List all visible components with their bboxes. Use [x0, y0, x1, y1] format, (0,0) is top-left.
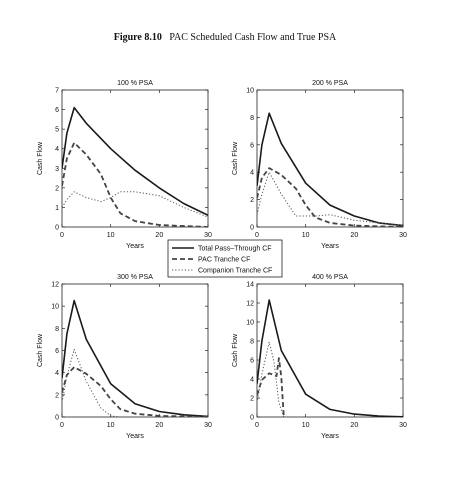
- chart-panel-3: 0 10 20 30 0 2 4 6 8 10 12 300 % PSA Years Cash Flow: [37, 274, 212, 440]
- x-tick-label: 10: [107, 422, 115, 429]
- x-tick-label: 30: [399, 232, 407, 239]
- series-line-dashed: [257, 357, 285, 417]
- plot-area: [61, 89, 209, 228]
- x-tick-label: 10: [302, 422, 310, 429]
- series-line-solid: [62, 299, 208, 417]
- chart-title: 100 % PSA: [117, 80, 153, 87]
- series-line-dotted: [257, 171, 403, 227]
- y-tick-label: 1: [55, 205, 59, 212]
- series-line-dashed: [62, 366, 208, 417]
- y-tick-label: 12: [246, 301, 254, 308]
- y-tick-label: 2: [250, 396, 254, 403]
- x-tick-label: 0: [255, 422, 259, 429]
- y-axis-label: Cash Flow: [232, 333, 239, 367]
- y-tick-label: 10: [246, 320, 254, 327]
- x-tick-label: 0: [60, 422, 64, 429]
- series-line-solid: [257, 112, 403, 227]
- y-tick-label: 6: [250, 358, 254, 365]
- y-tick-label: 10: [246, 88, 254, 95]
- x-tick-label: 30: [204, 232, 212, 239]
- plot-area: [61, 283, 209, 418]
- series-line-dotted: [62, 348, 121, 417]
- x-axis-label: Years: [321, 243, 339, 250]
- x-tick-label: 10: [107, 232, 115, 239]
- chart-panel-1: 0 10 20 30 0 1 2 3 4 5 6 7 100 % PSA Years Cash Flow: [37, 80, 212, 250]
- y-tick-label: 0: [250, 225, 254, 232]
- series-line-dotted: [62, 191, 208, 218]
- series-line-dashed: [62, 141, 208, 227]
- x-tick-label: 20: [350, 232, 358, 239]
- figure-caption: PAC Scheduled Cash Flow and True PSA: [169, 32, 337, 43]
- x-axis-label: Years: [126, 243, 144, 250]
- chart-panel-2: 0 10 20 30 0 2 4 6 8 10 200 % PSA Years Cash Flow: [232, 80, 407, 250]
- y-axis-label: Cash Flow: [37, 141, 44, 175]
- chart-title: 300 % PSA: [117, 274, 153, 281]
- x-tick-label: 0: [60, 232, 64, 239]
- y-tick-label: 10: [51, 304, 59, 311]
- y-tick-label: 4: [250, 377, 254, 384]
- figure-title: Figure 8.10 PAC Scheduled Cash Flow and …: [0, 32, 450, 43]
- x-tick-label: 20: [350, 422, 358, 429]
- y-tick-label: 0: [250, 415, 254, 422]
- plot-area: [256, 89, 404, 228]
- y-tick-label: 2: [55, 392, 59, 399]
- x-axis-label: Years: [321, 433, 339, 440]
- y-tick-label: 4: [55, 146, 59, 153]
- legend: Total Pass–Through CF PAC Tranche CF Compa…: [167, 239, 283, 278]
- y-tick-label: 4: [250, 170, 254, 177]
- series-line-solid: [62, 106, 208, 217]
- x-tick-label: 0: [255, 232, 259, 239]
- y-tick-label: 7: [55, 88, 59, 95]
- y-tick-label: 4: [55, 370, 59, 377]
- y-tick-label: 6: [55, 348, 59, 355]
- x-tick-label: 30: [399, 422, 407, 429]
- figure-number: Figure 8.10: [113, 32, 162, 43]
- y-tick-label: 2: [55, 185, 59, 192]
- y-tick-label: 8: [250, 115, 254, 122]
- y-axis-label: Cash Flow: [232, 141, 239, 175]
- series-line-dashed: [257, 167, 403, 227]
- y-tick-label: 12: [51, 282, 59, 289]
- series-line-solid: [257, 299, 403, 417]
- y-axis-label: Cash Flow: [37, 333, 44, 367]
- legend-label: PAC Tranche CF: [198, 257, 250, 264]
- y-tick-label: 5: [55, 127, 59, 134]
- legend-label: Companion Tranche CF: [198, 268, 272, 275]
- y-tick-label: 6: [250, 142, 254, 149]
- y-tick-label: 2: [250, 197, 254, 204]
- x-axis-label: Years: [126, 433, 144, 440]
- chart-title: 200 % PSA: [312, 80, 348, 87]
- x-tick-label: 30: [204, 422, 212, 429]
- x-tick-label: 10: [302, 232, 310, 239]
- y-tick-label: 0: [55, 225, 59, 232]
- y-tick-label: 8: [55, 326, 59, 333]
- x-tick-label: 20: [155, 422, 163, 429]
- x-tick-label: 20: [155, 232, 163, 239]
- plot-area: [256, 283, 404, 418]
- y-tick-label: 0: [55, 415, 59, 422]
- chart-panel-4: 0 10 20 30 0 2 4 6 8 10 12 14 400 % PSA Years Cash Flo…: [232, 274, 407, 440]
- y-tick-label: 6: [55, 107, 59, 114]
- y-tick-label: 14: [246, 282, 254, 289]
- y-tick-label: 8: [250, 339, 254, 346]
- chart-title: 400 % PSA: [312, 274, 348, 281]
- legend-label: Total Pass–Through CF: [198, 246, 272, 253]
- legend-box: [167, 239, 283, 278]
- y-tick-label: 3: [55, 166, 59, 173]
